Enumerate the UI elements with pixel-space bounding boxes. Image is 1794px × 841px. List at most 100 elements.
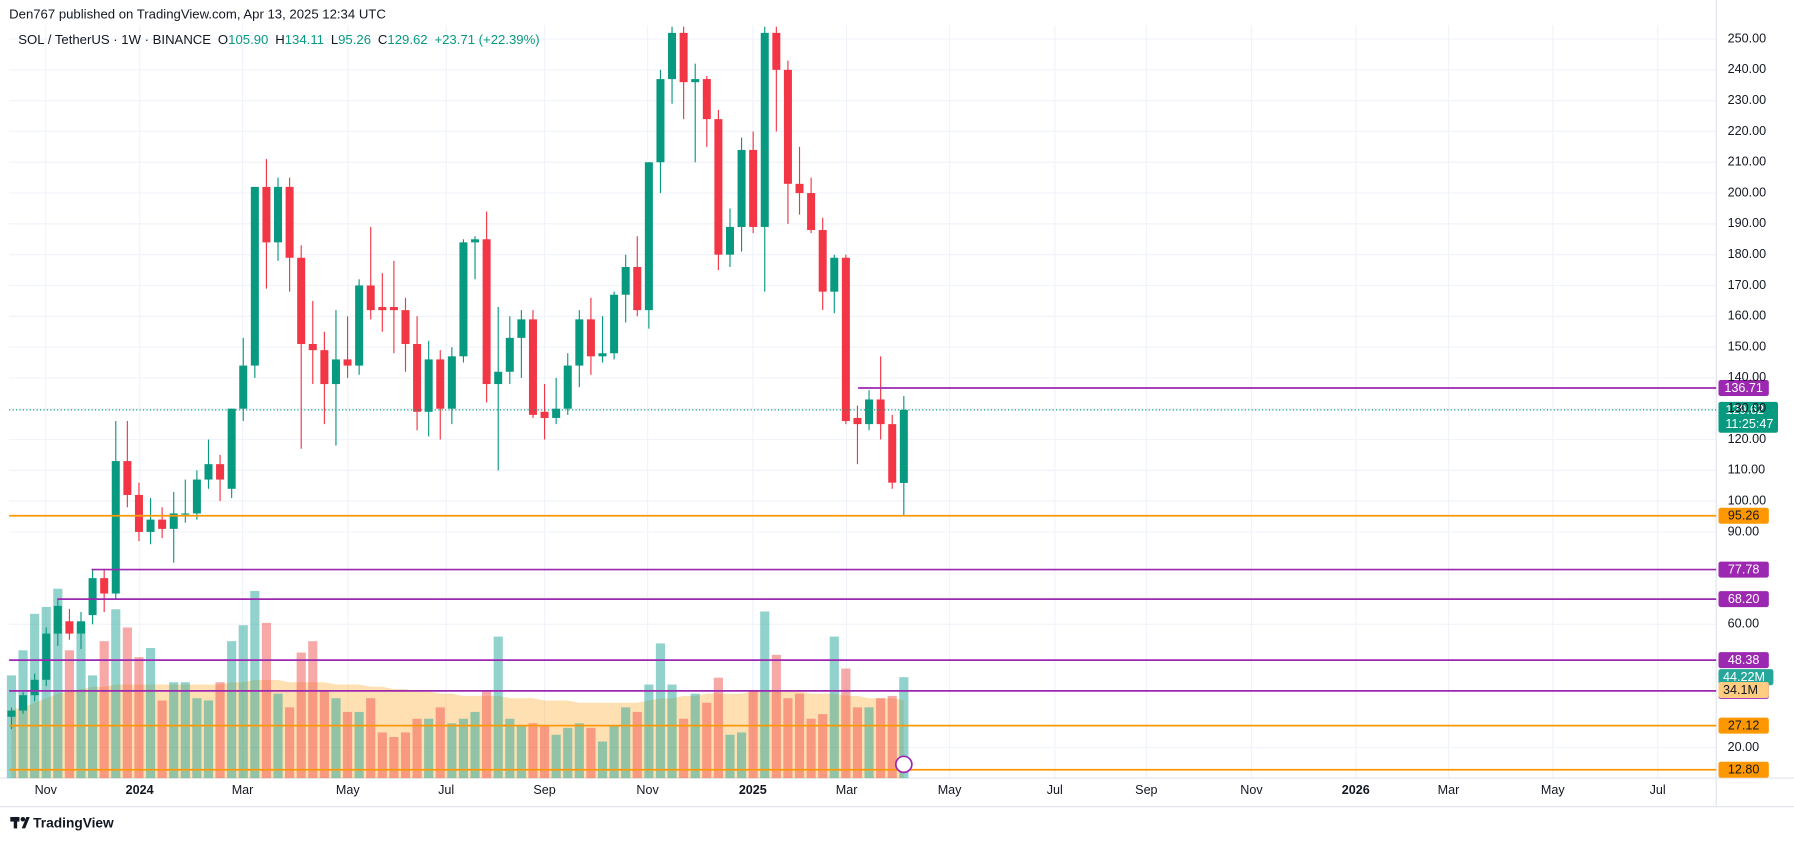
candle-body [30, 679, 39, 696]
change: +23.71 (+22.39%) [434, 33, 539, 48]
level-label-bg [1718, 380, 1769, 397]
volume-bar [864, 707, 874, 779]
ohlc-label: O [218, 33, 228, 48]
volume-bar [516, 725, 526, 779]
candle-body [505, 337, 514, 372]
candle-body [262, 186, 271, 243]
x-tick-label: Nov [1240, 783, 1263, 797]
candle-body [19, 695, 28, 711]
y-tick-label: 250.00 [1728, 31, 1766, 45]
candle-body [586, 319, 595, 357]
candle-body [320, 350, 329, 385]
volume-bar [852, 707, 863, 779]
volume-bar [806, 718, 816, 779]
x-tick-label: Nov [636, 783, 659, 797]
volume-bar [424, 718, 434, 779]
volume-bar [632, 711, 642, 779]
candle-body [888, 424, 897, 483]
publish-header: Den767 published on TradingView.com, Apr… [9, 6, 386, 21]
y-tick-label: 150.00 [1728, 339, 1766, 353]
volume-bar [458, 718, 469, 779]
candle-body [424, 359, 433, 412]
candle-body [146, 519, 155, 532]
candle-body [528, 319, 537, 415]
candle-body [216, 464, 225, 480]
candle-body [471, 239, 480, 243]
candle-body [65, 621, 74, 634]
level-label-bg [1718, 717, 1769, 734]
ohlc-label: C [378, 33, 387, 48]
volume-bar [586, 727, 596, 779]
level-label-bg [1718, 761, 1769, 778]
candle-body [413, 344, 422, 412]
y-tick-label: 170.00 [1728, 278, 1766, 292]
candle-body [250, 186, 259, 366]
x-tick-label: 2025 [739, 783, 767, 797]
candle-body [482, 239, 491, 385]
y-tick-label: 220.00 [1728, 124, 1766, 138]
volume-bar [157, 700, 167, 779]
y-tick-label: 240.00 [1728, 62, 1766, 76]
candle-body [795, 183, 804, 194]
volume-bar [285, 707, 295, 779]
candle-body [575, 319, 584, 366]
level-label: 95.26 [1728, 509, 1759, 523]
current-price-label: 129.62 [1725, 403, 1763, 417]
volume-bar [887, 695, 897, 779]
countdown-label: 11:25:47 [1725, 417, 1773, 431]
level-label-bg [1718, 652, 1769, 669]
level-label-bg [1718, 591, 1769, 608]
candle-body [88, 578, 97, 616]
level-label: 12.80 [1728, 763, 1759, 777]
y-tick-label: 110.00 [1728, 463, 1766, 477]
candle-body [123, 461, 132, 495]
x-tick-label: Mar [836, 783, 858, 797]
volume-bar [342, 711, 353, 779]
candle-body [517, 319, 526, 338]
volume-bar [41, 606, 51, 779]
volume-bar [783, 698, 793, 779]
candle-body [818, 230, 827, 292]
ohlc-value: 134.11 [285, 33, 324, 48]
y-tick-label: 200.00 [1728, 185, 1766, 199]
candle-body [343, 359, 352, 366]
candle-body [389, 307, 398, 311]
candle-body [679, 32, 688, 83]
x-tick-label: Jul [1650, 783, 1666, 797]
volume-bar [574, 723, 584, 779]
ohlc-label: L [331, 33, 338, 48]
volume-label: 44.22M [1723, 670, 1765, 684]
y-tick-label: 60.00 [1728, 617, 1759, 631]
candle-body [621, 266, 630, 295]
candle-body [274, 186, 283, 243]
ohlc-value: 105.90 [228, 33, 268, 48]
volume-bar [690, 693, 700, 779]
volume-bar [250, 590, 260, 779]
y-tick-label: 180.00 [1728, 247, 1766, 261]
volume-bar [296, 652, 306, 779]
candle-body [760, 32, 769, 227]
candle-body [204, 464, 213, 480]
candle-body [192, 479, 201, 514]
level-label: 136.71 [1724, 381, 1762, 395]
candle-body [285, 186, 294, 258]
volume-bar [528, 723, 538, 779]
volume-bar [702, 702, 712, 779]
candle-body [42, 633, 51, 680]
candle-body [749, 149, 758, 227]
candle-body [737, 149, 746, 227]
volume-bar [621, 707, 631, 779]
volume-label-bg [1718, 669, 1774, 686]
volume-bar [99, 641, 109, 779]
volume-bar [899, 677, 909, 779]
legend: SOL / TetherUS · 1W · BINANCE O105.90 H134… [18, 33, 539, 48]
volume-bar [482, 691, 492, 779]
volume-bar [493, 636, 503, 779]
candle-body [656, 79, 665, 163]
volume-bar [122, 627, 132, 779]
candle-body [853, 417, 862, 425]
volume-bar [64, 650, 74, 779]
candle-body [563, 365, 572, 409]
level-label: 77.78 [1728, 562, 1759, 576]
